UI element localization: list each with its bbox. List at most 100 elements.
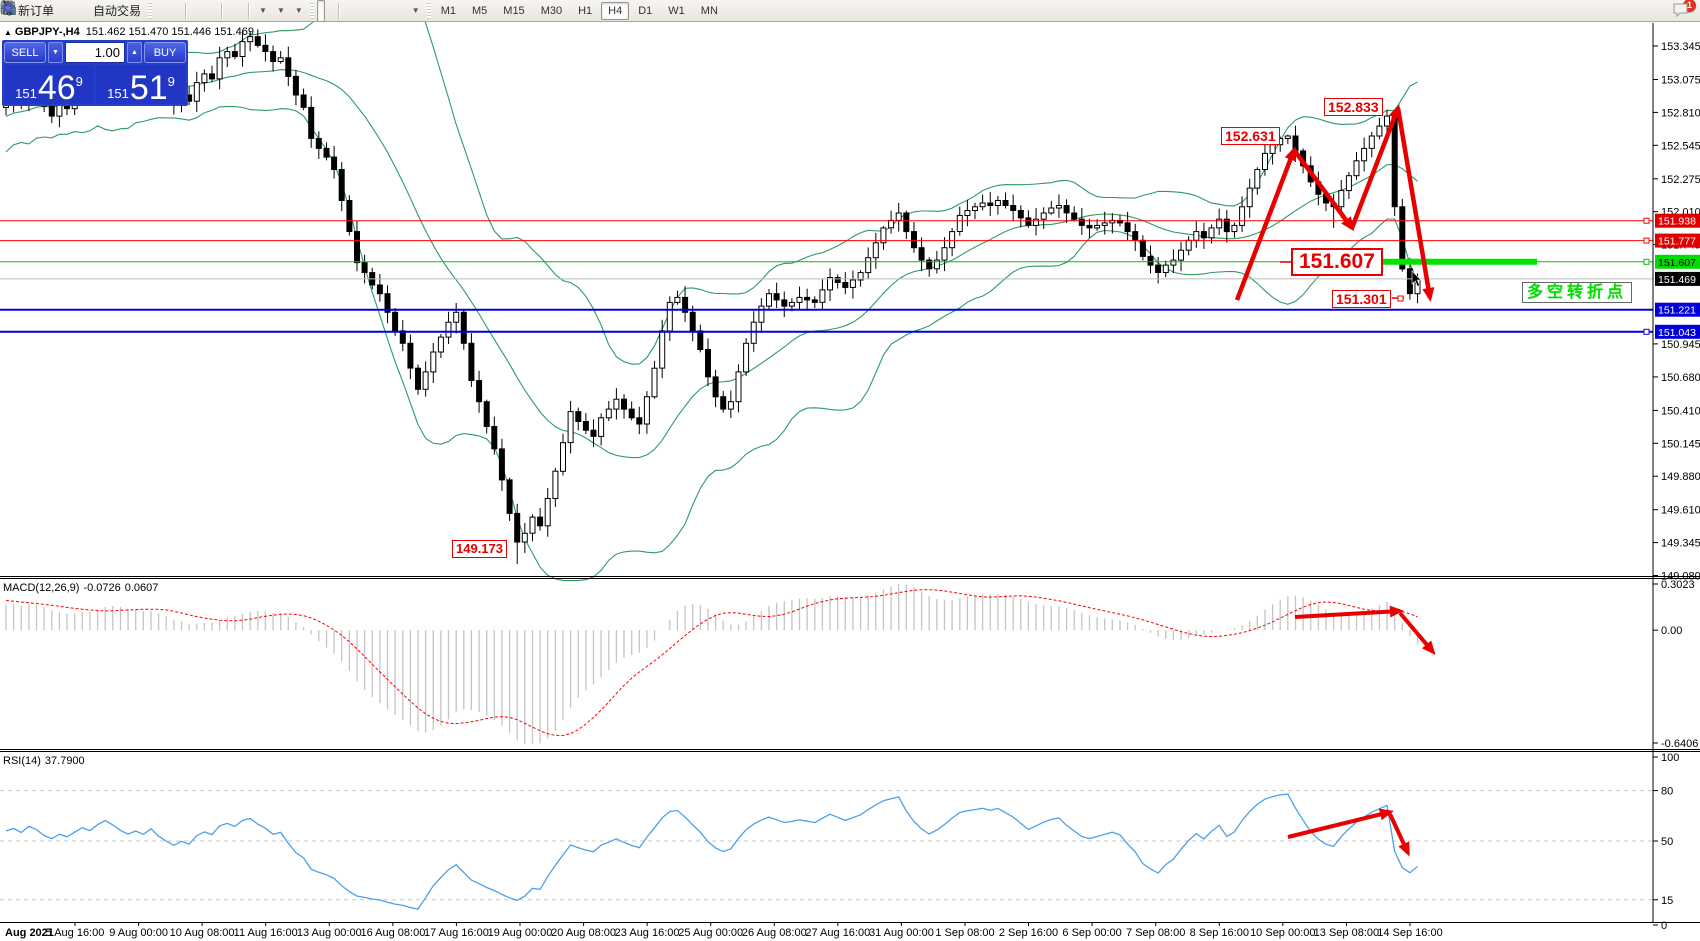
svg-text:F: F bbox=[9, 11, 13, 17]
auto-scroll-button[interactable] bbox=[2, 0, 244, 22]
svg-text:13 Aug 00:00: 13 Aug 00:00 bbox=[297, 927, 362, 939]
rsi-line bbox=[5, 793, 1418, 910]
label-tool-button[interactable]: T bbox=[1, 0, 406, 22]
gold-button[interactable] bbox=[1, 0, 67, 22]
red-arrow[interactable] bbox=[1292, 148, 1355, 232]
timeframe-mn[interactable]: MN bbox=[700, 4, 718, 17]
hline-tool-button[interactable] bbox=[1, 0, 361, 22]
channel-tool-button[interactable]: E bbox=[0, 0, 379, 22]
symbol-period-label: GBPJPY-,H4 bbox=[14, 26, 80, 38]
macd-panel: 0.3023 0.00 -0.6406 bbox=[5, 579, 1698, 750]
timeframe-m30[interactable]: M30 bbox=[540, 4, 563, 17]
templates-button[interactable]: ▼ bbox=[1, 0, 307, 22]
price-badge-151.607: 151.607 bbox=[1655, 254, 1700, 269]
timeframe-m5[interactable]: M5 bbox=[472, 4, 488, 17]
svg-text:5 Aug 16:00: 5 Aug 16:00 bbox=[46, 927, 105, 939]
chart-shift-button[interactable] bbox=[1, 0, 235, 22]
svg-text:149.345: 149.345 bbox=[1661, 538, 1700, 550]
crosshair-tool-button[interactable] bbox=[1, 0, 334, 22]
new-order-label: 新订单 bbox=[18, 4, 55, 18]
svg-text:16 Aug 08:00: 16 Aug 08:00 bbox=[360, 927, 425, 939]
macd-label: MACD(12,26,9) -0.0726 0.0607 bbox=[3, 582, 162, 594]
red-arrow[interactable] bbox=[1398, 611, 1436, 656]
svg-text:1 Sep 08:00: 1 Sep 08:00 bbox=[935, 927, 994, 939]
object-handle[interactable] bbox=[1397, 295, 1404, 302]
bar-chart-button[interactable] bbox=[2, 0, 163, 22]
text-tool-button[interactable]: A bbox=[3, 0, 397, 22]
price-badge-151.221: 151.221 bbox=[1655, 302, 1700, 317]
chart-title: ▲ GBPJPY-,H4 151.462 151.470 151.446 151.4… bbox=[4, 26, 254, 38]
zoom-out-button[interactable] bbox=[1, 0, 208, 22]
toolbar-separator bbox=[248, 2, 251, 19]
community-button[interactable] bbox=[2, 0, 76, 22]
macd-signal-value: 0.0607 bbox=[124, 582, 159, 594]
buy-button[interactable]: BUY bbox=[144, 42, 186, 63]
svg-text:150.945: 150.945 bbox=[1661, 339, 1700, 351]
indicators-button[interactable]: ▼ bbox=[0, 0, 271, 22]
red-arrow[interactable] bbox=[1349, 104, 1401, 229]
red-arrow[interactable] bbox=[1294, 605, 1404, 619]
annotation-low-149173[interactable]: 149.173 bbox=[452, 540, 507, 558]
chat-button[interactable]: 1 bbox=[1672, 0, 1696, 21]
svg-text:19 Aug 00:00: 19 Aug 00:00 bbox=[488, 927, 553, 939]
svg-text:153.345: 153.345 bbox=[1661, 41, 1700, 53]
line-chart-button[interactable] bbox=[1, 0, 181, 22]
annotation-high-152833[interactable]: 152.833 bbox=[1324, 98, 1383, 116]
volume-up-button[interactable]: ▲ bbox=[127, 42, 142, 63]
price-axis: 153.345153.075152.810152.545152.275152.0… bbox=[1653, 41, 1700, 583]
object-handle[interactable] bbox=[1643, 258, 1650, 265]
svg-text:6 Sep 00:00: 6 Sep 00:00 bbox=[1062, 927, 1121, 939]
new-order-button[interactable]: 新订单 bbox=[1, 0, 58, 22]
toolbar-separator bbox=[221, 2, 224, 19]
sell-price-prefix: 151 bbox=[15, 86, 37, 101]
red-arrow[interactable] bbox=[1395, 107, 1435, 302]
price-badge-151.938: 151.938 bbox=[1655, 213, 1700, 228]
svg-text:152.275: 152.275 bbox=[1661, 174, 1700, 186]
fibonacci-tool-button[interactable]: F bbox=[1, 0, 388, 22]
periods-button[interactable]: ▼ bbox=[1, 0, 289, 22]
annotation-level-151607[interactable]: 151.607 bbox=[1291, 248, 1383, 276]
red-arrow[interactable] bbox=[1234, 146, 1297, 301]
shapes-tool-button[interactable]: ▼ bbox=[1, 0, 424, 22]
red-arrow[interactable] bbox=[1287, 808, 1394, 839]
turning-point-label[interactable]: 多空转折点 bbox=[1522, 282, 1633, 303]
trendline-tool-button[interactable] bbox=[1, 0, 370, 22]
red-arrow[interactable] bbox=[1388, 813, 1410, 857]
chat-icon bbox=[1673, 3, 1688, 17]
timeframe-h4[interactable]: H4 bbox=[601, 1, 630, 20]
timeframe-w1[interactable]: W1 bbox=[668, 4, 685, 17]
svg-text:20 Aug 08:00: 20 Aug 08:00 bbox=[551, 927, 616, 939]
panel-toggle-icon[interactable]: ▲ bbox=[4, 28, 12, 37]
toolbar-grip bbox=[309, 2, 314, 19]
sell-button[interactable]: SELL bbox=[4, 42, 46, 63]
price-badge-151.469: 151.469 bbox=[1655, 271, 1700, 286]
buy-price[interactable]: 151 51 9 bbox=[96, 65, 186, 105]
annotation-high-152631[interactable]: 152.631 bbox=[1221, 127, 1280, 145]
timeframe-h1[interactable]: H1 bbox=[578, 4, 593, 17]
vline-tool-button[interactable] bbox=[6, 0, 352, 22]
trend-arrows[interactable] bbox=[1234, 104, 1650, 857]
zoom-in-button[interactable] bbox=[1, 0, 199, 22]
object-handle[interactable] bbox=[1643, 328, 1650, 335]
svg-text:0: 0 bbox=[1661, 920, 1667, 932]
sell-price[interactable]: 151 46 9 bbox=[4, 65, 94, 105]
signal-button[interactable] bbox=[2, 0, 85, 22]
volume-down-button[interactable]: ▼ bbox=[48, 42, 63, 63]
timeframe-m1[interactable]: M1 bbox=[440, 4, 456, 17]
svg-text:151.043: 151.043 bbox=[1658, 327, 1696, 339]
timeframe-m15[interactable]: M15 bbox=[503, 4, 525, 17]
object-handle[interactable] bbox=[1643, 237, 1650, 244]
auto-trading-button[interactable]: 自动交易 bbox=[0, 0, 145, 22]
cursor-tool-button[interactable] bbox=[3, 0, 325, 22]
object-handle[interactable] bbox=[1643, 217, 1650, 224]
svg-text:25 Aug 00:00: 25 Aug 00:00 bbox=[678, 927, 743, 939]
annotation-low-151301[interactable]: 151.301 bbox=[1332, 290, 1391, 308]
dropdown-arrow-icon: ▼ bbox=[276, 6, 285, 15]
tile-windows-button[interactable] bbox=[1, 0, 217, 22]
timeframe-d1[interactable]: D1 bbox=[638, 4, 653, 17]
toolbar-separator bbox=[185, 2, 188, 19]
volume-input[interactable] bbox=[65, 42, 125, 63]
candlestick-button[interactable] bbox=[2, 0, 172, 22]
